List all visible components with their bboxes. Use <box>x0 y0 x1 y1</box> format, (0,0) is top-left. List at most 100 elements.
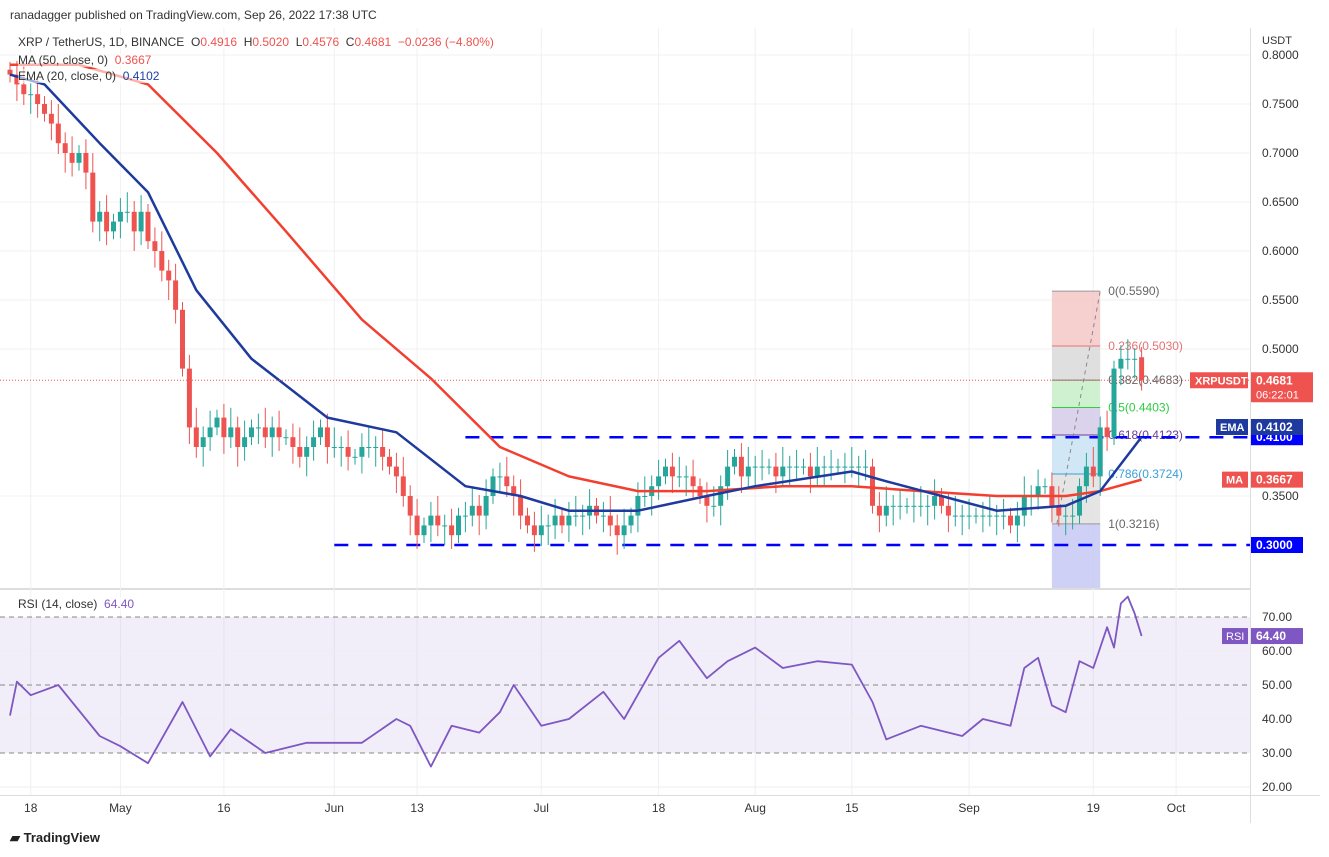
candle-body <box>359 447 365 457</box>
candle-body <box>48 113 54 124</box>
candle-body <box>614 525 620 536</box>
candle-body <box>1021 496 1027 516</box>
time-tick-label: 19 <box>1087 801 1101 815</box>
price-badge <box>1251 372 1313 403</box>
ma-line <box>10 63 1142 498</box>
candle-body <box>607 515 613 526</box>
fib-zone <box>1051 380 1101 408</box>
candle-body <box>400 476 406 496</box>
candle-body <box>1090 466 1096 477</box>
ema-legend[interactable]: EMA (20, close, 0) 0.4102 <box>18 69 160 83</box>
fib-level-label: 0(0.5590) <box>1108 284 1159 298</box>
candle-body <box>228 427 234 438</box>
candle-body <box>1083 466 1089 487</box>
candle-body <box>21 84 27 95</box>
candle-body <box>262 427 268 438</box>
candle-body <box>821 466 827 468</box>
rsi-legend[interactable]: RSI (14, close) 64.40 <box>18 597 135 611</box>
candle-body <box>773 466 779 477</box>
candle-body <box>801 466 806 468</box>
candle-body <box>656 476 662 487</box>
close-value: 0.4681 <box>354 35 392 49</box>
ma-price-badge <box>1251 471 1303 488</box>
candle-body <box>932 496 938 506</box>
fib-level-label: 0.382(0.4683) <box>1108 373 1183 387</box>
candle-body <box>290 437 296 447</box>
candle-body <box>518 496 524 516</box>
tradingview-logo[interactable]: ▰ TradingView <box>10 830 100 846</box>
candle-body <box>780 466 786 477</box>
candle-body <box>407 496 413 516</box>
candle-body <box>752 466 758 468</box>
candle-body <box>345 447 351 457</box>
time-tick-label: 13 <box>410 801 424 815</box>
candle-body <box>255 427 261 429</box>
time-tick-label: Oct <box>1167 801 1186 815</box>
candle-body <box>387 456 392 467</box>
fib-zone <box>1051 523 1101 588</box>
price-tick-label: 0.5000 <box>1262 342 1299 356</box>
candle-body <box>573 515 579 517</box>
candle-body <box>476 505 482 516</box>
ma-badge-label: MA <box>1226 475 1243 487</box>
price-tick-label: 0.6000 <box>1262 244 1299 258</box>
candle-body <box>117 211 123 222</box>
candle-body <box>193 427 199 447</box>
candle-body <box>538 525 544 536</box>
rsi-badge <box>1222 628 1248 645</box>
candle-body <box>131 211 137 232</box>
candle-body <box>766 466 772 468</box>
candle-body <box>876 505 882 516</box>
candle-body <box>1070 515 1076 517</box>
price-tick-label: 0.8000 <box>1262 48 1299 62</box>
time-axis-border <box>0 795 1320 796</box>
candle-body <box>152 241 158 251</box>
price-badge-value: 0.4681 <box>1256 373 1293 387</box>
price-tick-label: 0.3500 <box>1262 489 1299 503</box>
candle-body <box>497 476 503 478</box>
candle-body <box>1042 486 1048 488</box>
candle-body <box>1035 486 1041 496</box>
candle-body <box>669 466 675 477</box>
open-label: O <box>190 35 201 49</box>
rsi-tick-label: 20.00 <box>1262 780 1292 794</box>
candle-body <box>159 251 165 271</box>
candle-body <box>207 427 213 438</box>
time-tick-label: May <box>109 801 132 815</box>
candle-body <box>959 515 965 517</box>
candle-body <box>980 515 986 517</box>
fib-level-label: 0.786(0.3724) <box>1108 467 1183 481</box>
candle-body <box>745 466 751 477</box>
time-tick-label: Sep <box>958 801 980 815</box>
pane-divider <box>0 588 1250 590</box>
candle-body <box>911 505 917 507</box>
rsi-tick-label: 70.00 <box>1262 610 1292 624</box>
candle-body <box>1132 358 1138 360</box>
candle-body <box>318 427 323 438</box>
ma-value: 0.3667 <box>114 53 152 67</box>
ma-legend[interactable]: MA (50, close, 0) 0.3667 <box>18 53 152 67</box>
countdown-label: 06:22:01 <box>1256 389 1299 401</box>
candle-body <box>725 466 731 487</box>
symbol-badge-label: XRPUSDT <box>1195 375 1248 387</box>
candle-body <box>690 476 696 487</box>
candle-body <box>559 515 565 526</box>
candle-body <box>890 505 896 507</box>
time-tick-label: Aug <box>745 801 766 815</box>
candle-body <box>62 143 68 153</box>
candle-body <box>42 104 47 114</box>
candle-body <box>952 515 958 517</box>
candle-body <box>552 515 558 526</box>
candle-body <box>1063 515 1069 517</box>
ma-label: MA (50, close, 0) <box>18 53 109 67</box>
candle-body <box>504 476 510 487</box>
candle-body <box>28 94 34 96</box>
candle-body <box>635 496 641 516</box>
rsi-badge-value: 64.40 <box>1256 629 1286 643</box>
candle-body <box>111 221 116 232</box>
candle-body <box>863 466 869 468</box>
candle-body <box>1056 505 1062 516</box>
candle-body <box>945 505 951 516</box>
